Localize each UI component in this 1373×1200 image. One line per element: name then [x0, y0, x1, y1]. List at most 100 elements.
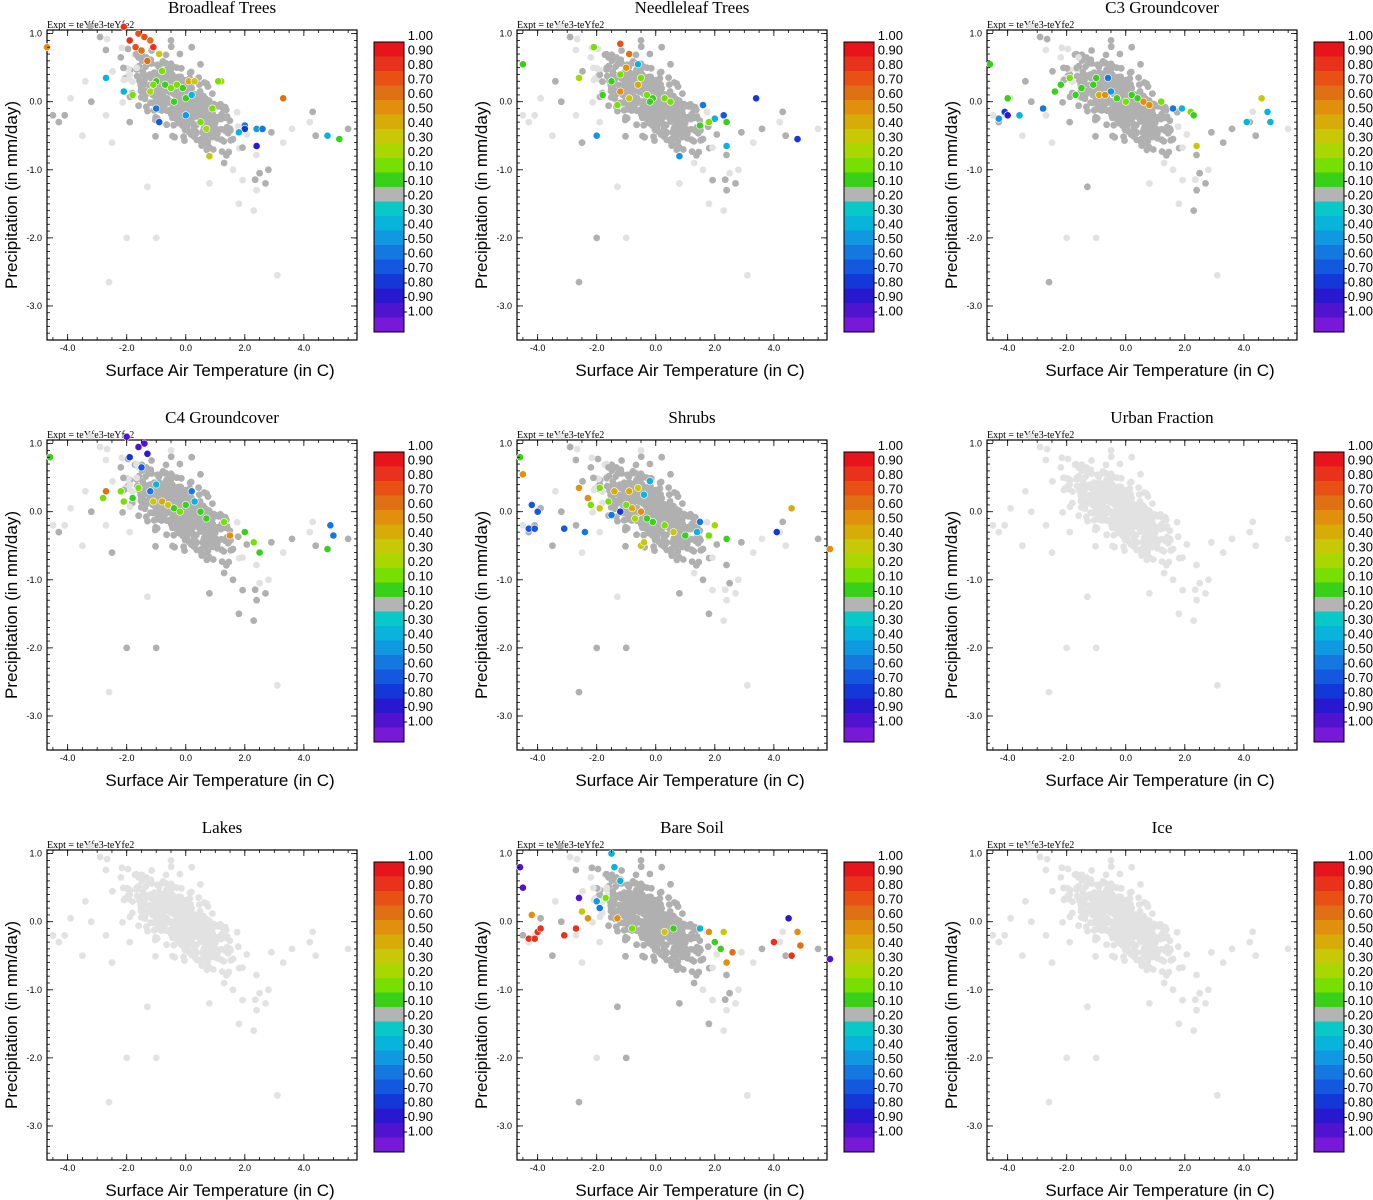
x-tick-label: -2.0 — [589, 343, 605, 353]
scatter-point-background — [656, 75, 664, 82]
scatter-point-background — [239, 144, 246, 152]
scatter-point — [131, 43, 140, 52]
scatter-point-background — [721, 176, 729, 184]
scatter-point-background — [697, 536, 704, 544]
colorbar-swatch — [844, 129, 874, 144]
scatter-point — [994, 114, 1003, 123]
scatter-point-background — [652, 533, 660, 540]
scatter-point-background — [141, 505, 149, 513]
scatter-point-background — [217, 115, 225, 123]
colorbar-label: -0.70 — [873, 260, 903, 275]
scatter-point-background — [1127, 81, 1134, 88]
colorbar-swatch — [374, 466, 404, 482]
scatter-point-background — [665, 491, 673, 498]
scatter-point-background — [141, 95, 149, 103]
colorbar-swatch — [844, 669, 874, 685]
colorbar-label: -0.10 — [873, 583, 903, 598]
scatter-point — [329, 531, 338, 540]
scatter-point-background — [699, 576, 707, 584]
scatter-point-background — [995, 528, 1003, 536]
scatter-point-background — [594, 455, 602, 463]
scatter-point-background — [690, 547, 698, 555]
scatter-point-background — [687, 115, 695, 123]
scatter-point-background — [1213, 271, 1221, 279]
scatter-point — [595, 484, 604, 492]
scatter-point-background — [203, 131, 211, 139]
panel-title: C4 Groundcover — [165, 408, 279, 427]
scatter-point-background — [1193, 151, 1200, 159]
scatter-point-background — [1103, 531, 1110, 539]
colorbar-label: 0.20 — [878, 144, 903, 159]
scatter-point-background — [1145, 515, 1153, 523]
scatter-point-background — [120, 76, 128, 84]
scatter-point — [181, 94, 190, 103]
scatter-point — [1263, 108, 1272, 116]
y-axis-label: Precipitation (in mm/day) — [2, 511, 21, 699]
scatter-point-background — [572, 46, 580, 54]
scatter-point-background — [1146, 180, 1153, 187]
scatter-point-background — [262, 180, 269, 187]
scatter-point-background — [190, 113, 197, 120]
scatter-point-background — [628, 469, 636, 477]
colorbar-swatch — [374, 684, 404, 699]
scatter-point-background — [776, 118, 784, 126]
scatter-point-background — [1066, 118, 1074, 126]
scatter-point-background — [152, 542, 159, 550]
colorbar-label: -0.60 — [403, 246, 433, 261]
colorbar-label: 0.30 — [878, 540, 903, 555]
scatter-point — [167, 84, 175, 92]
scatter-point-background — [1084, 593, 1091, 601]
scatter-point-background — [288, 535, 296, 543]
scatter-point-background — [109, 477, 116, 485]
scatter-point-background — [1048, 549, 1056, 556]
scatter-point-background — [667, 110, 674, 118]
scatter-point-background — [758, 535, 766, 543]
scatter-point-background — [665, 81, 673, 88]
colorbar-label: -0.70 — [1343, 260, 1373, 275]
scatter-point-background — [214, 540, 221, 548]
scatter-point-background — [782, 132, 790, 140]
scatter-point-background — [705, 200, 713, 208]
scatter-point-background — [1079, 68, 1087, 76]
scatter-point — [681, 531, 690, 540]
colorbar-swatch — [1314, 524, 1344, 540]
scatter-point-background — [646, 460, 654, 468]
scatter-point — [102, 487, 110, 496]
y-tick-label: 1.0 — [29, 29, 42, 39]
scatter-point-background — [1137, 60, 1144, 68]
colorbar-label: 0.80 — [878, 467, 903, 482]
scatter-point — [1015, 111, 1024, 120]
scatter-point — [161, 80, 169, 89]
colorbar-swatch — [1314, 187, 1344, 202]
colorbar-swatch — [374, 452, 404, 467]
colorbar-swatch — [374, 114, 404, 130]
colorbar-swatch — [374, 524, 404, 540]
colorbar-swatch — [374, 172, 404, 188]
colorbar-swatch — [374, 481, 404, 496]
colorbar-label: 0.70 — [408, 72, 433, 87]
scatter-point-background — [709, 176, 716, 184]
scatter-point-background — [552, 487, 559, 495]
scatter-point-background — [605, 102, 612, 110]
scatter-point-background — [176, 113, 184, 121]
colorbar-label: 0.30 — [408, 130, 433, 145]
scatter-point-background — [573, 445, 581, 453]
scatter-point-background — [137, 491, 145, 499]
scatter-point — [616, 70, 625, 79]
scatter-point-background — [557, 98, 565, 106]
scatter-point — [592, 131, 601, 140]
scatter-point-background — [167, 109, 175, 116]
scatter-point-background — [135, 512, 143, 520]
colorbar-swatch — [1314, 230, 1344, 246]
y-tick-label: 0.0 — [29, 507, 42, 517]
scatter-point-background — [170, 121, 178, 129]
scatter-point-background — [251, 176, 259, 184]
scatter-point-background — [1130, 133, 1138, 141]
scatter-point-background — [152, 234, 160, 242]
scatter-point-background — [1086, 71, 1094, 78]
scatter-point-background — [665, 484, 672, 491]
scatter-point-background — [1063, 644, 1071, 652]
scatter-point — [704, 531, 713, 540]
scatter-point — [604, 497, 613, 506]
